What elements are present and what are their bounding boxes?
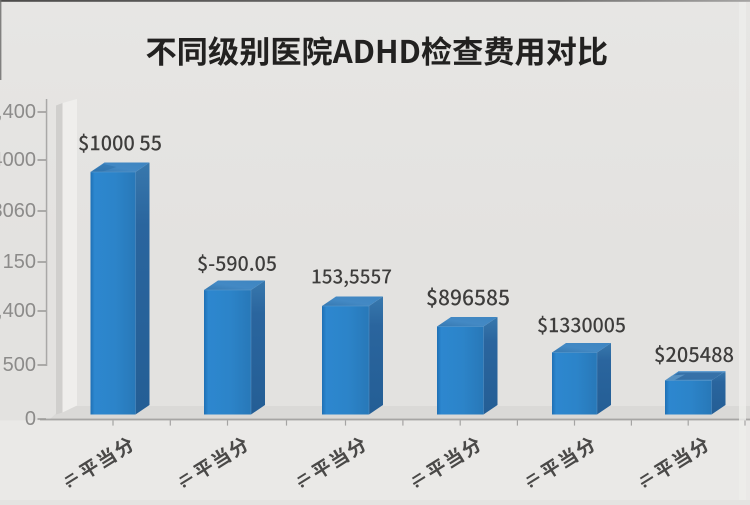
svg-text:0: 0 (25, 408, 36, 430)
svg-text:2,400: 2,400 (0, 101, 36, 123)
svg-text:3060: 3060 (0, 200, 36, 222)
svg-text:2,400: 2,400 (0, 300, 36, 322)
svg-text:150: 150 (3, 251, 36, 273)
svg-text:500: 500 (3, 354, 36, 376)
